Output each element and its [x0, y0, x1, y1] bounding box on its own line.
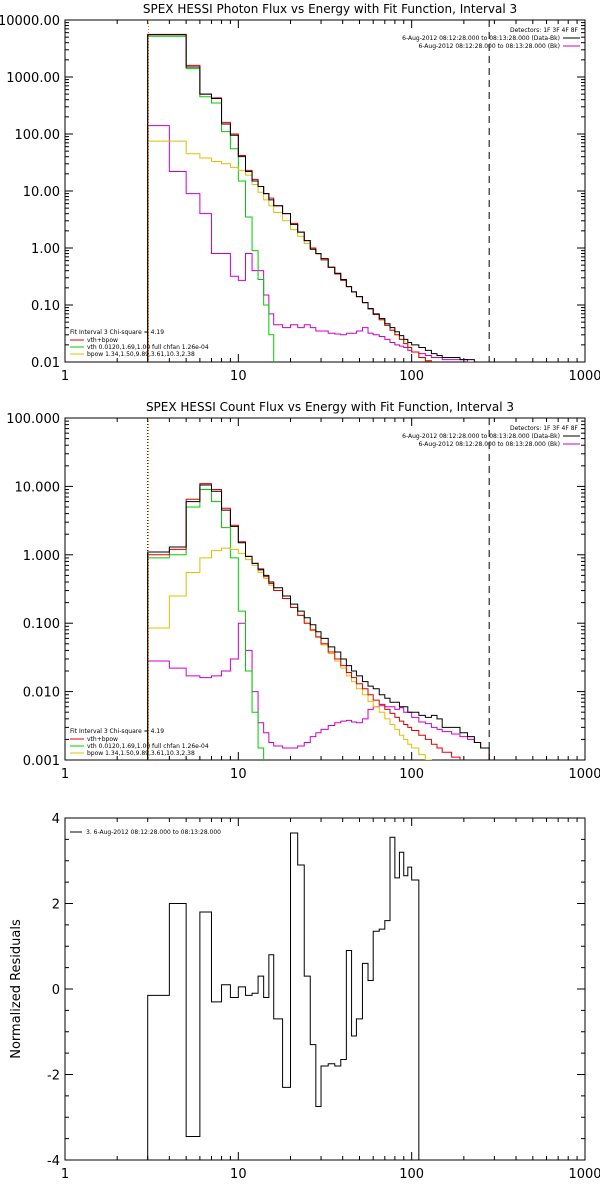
y-tick-label: 0.01: [31, 356, 60, 371]
reference-lines: [148, 20, 490, 362]
series-total: [147, 832, 420, 1160]
series-vth: [147, 35, 275, 362]
x-tick-label: 100: [399, 767, 424, 782]
series-lines: [147, 33, 490, 362]
series-model: [147, 33, 432, 362]
x-tick-label: 1: [61, 369, 69, 384]
fit-legend: Fit Interval 3 Chi-square = 4.19 vth+bpo…: [70, 329, 209, 358]
tick-marks: [64, 817, 585, 1161]
plot-frame: [64, 417, 586, 761]
legend-residual: 3. 6-Aug-2012 08:12:28.000 to 08:13:28.0…: [86, 829, 221, 836]
x-tick-label: 10: [230, 1167, 247, 1182]
y-tick-label: 1.00: [31, 242, 60, 257]
series-lines: [147, 483, 490, 760]
legend-model: vth+bpow: [87, 736, 118, 743]
legend-data-bk: 6-Aug-2012 08:12:28.000 to 08:13:28.000 …: [402, 433, 560, 440]
x-tick-labels: 1 10 100 1000: [61, 1167, 600, 1182]
y-tick-label: 1000.00: [6, 71, 60, 86]
legend-model: vth+bpow: [87, 337, 118, 344]
count-flux-panel: SPEX HESSI Count Flux vs Energy with Fit…: [6, 400, 600, 782]
panel-title: SPEX HESSI Photon Flux vs Energy with Fi…: [143, 2, 517, 16]
legend-vth: vth 0.0120,1.69,1.00 full chfan 1.26e-04: [87, 344, 209, 351]
x-tick-label: 1000: [568, 1167, 600, 1182]
series-lines: [147, 832, 420, 1160]
tick-marks: [64, 20, 585, 363]
fit-legend: Fit Interval 3 Chi-square = 4.19 vth+bpo…: [70, 728, 209, 757]
panel-title: SPEX HESSI Count Flux vs Energy with Fit…: [146, 400, 514, 414]
legend-bk: 6-Aug-2012 08:12:28.000 to 08:13:28.000 …: [418, 43, 560, 50]
x-tick-label: 100: [399, 1167, 424, 1182]
plot-frame: [64, 817, 586, 1161]
y-tick-labels: 10000.00 1000.00 100.00 10.00 1.00 0.10 0.01: [0, 14, 60, 371]
tick-marks: [64, 418, 585, 761]
x-tick-labels: 1 10 100 1000: [61, 369, 600, 384]
y-tick-label: 0.001: [23, 754, 60, 769]
residuals-panel: Normalized Residuals 420-2-4 1 10 100 1000 …: [9, 812, 600, 1182]
series-bkg: [147, 125, 490, 362]
y-tick-labels: 100.000 10.000 1.000 0.100 0.010 0.001: [6, 412, 60, 769]
x-tick-label: 100: [399, 369, 424, 384]
x-tick-label: 10: [230, 369, 247, 384]
y-tick-label: 0: [52, 983, 60, 998]
y-tick-label: 10000.00: [0, 14, 60, 29]
legend-data-bk: 6-Aug-2012 08:12:28.000 to 08:13:28.000 …: [402, 35, 560, 42]
series-vth: [147, 489, 265, 760]
x-tick-label: 1000: [568, 767, 600, 782]
y-tick-label: -2: [47, 1069, 60, 1084]
y-tick-label: 10.000: [15, 480, 61, 495]
y-tick-label: 0.100: [23, 617, 60, 632]
x-tick-label: 1: [61, 767, 69, 782]
header-legend: Detectors: 1F 3F 4F 8F 6-Aug-2012 08:12:…: [402, 27, 580, 50]
detectors-label: Detectors: 1F 3F 4F 8F: [510, 425, 579, 432]
y-tick-label: 10.00: [23, 185, 60, 200]
header-legend: Detectors: 1F 3F 4F 8F 6-Aug-2012 08:12:…: [402, 425, 580, 448]
fit-header: Fit Interval 3 Chi-square = 4.19: [70, 329, 164, 336]
legend-bk: 6-Aug-2012 08:12:28.000 to 08:13:28.000 …: [418, 441, 560, 448]
legend-vth: vth 0.0120,1.69,1.00 full chfan 1.26e-04: [87, 743, 209, 750]
y-tick-label: 0.010: [23, 686, 60, 701]
y-tick-label: 0.10: [31, 299, 60, 314]
series-model: [147, 483, 461, 760]
reference-lines: [147, 418, 490, 760]
y-axis-title: Normalized Residuals: [9, 919, 24, 1059]
y-tick-label: 100.000: [6, 412, 60, 427]
y-tick-label: 2: [52, 898, 60, 913]
plot-frame: [64, 19, 586, 363]
y-tick-label: -4: [47, 1154, 60, 1169]
series-bkg: [147, 622, 490, 760]
fit-header: Fit Interval 3 Chi-square = 4.19: [70, 728, 164, 735]
x-tick-label: 1: [61, 1167, 69, 1182]
y-tick-label: 4: [52, 812, 60, 827]
series-total: [147, 34, 490, 362]
x-tick-label: 1000: [568, 369, 600, 384]
x-tick-label: 10: [230, 767, 247, 782]
y-tick-label: 100.00: [15, 128, 61, 143]
legend-bpow: bpow 1.34,1.50,9.89,3.61,10.3,2.38: [87, 750, 195, 757]
legend-bpow: bpow 1.34,1.50,9.89,3.61,10.3,2.38: [87, 351, 195, 358]
x-tick-labels: 1 10 100 1000: [61, 767, 600, 782]
residual-legend: 3. 6-Aug-2012 08:12:28.000 to 08:13:28.0…: [70, 829, 221, 836]
detectors-label: Detectors: 1F 3F 4F 8F: [510, 27, 579, 34]
y-tick-labels: 4 2 0 -2 -4: [47, 812, 60, 1169]
y-tick-label: 1.000: [23, 549, 60, 564]
photon-flux-panel: SPEX HESSI Photon Flux vs Energy with Fi…: [0, 2, 600, 384]
series-total: [147, 484, 490, 760]
